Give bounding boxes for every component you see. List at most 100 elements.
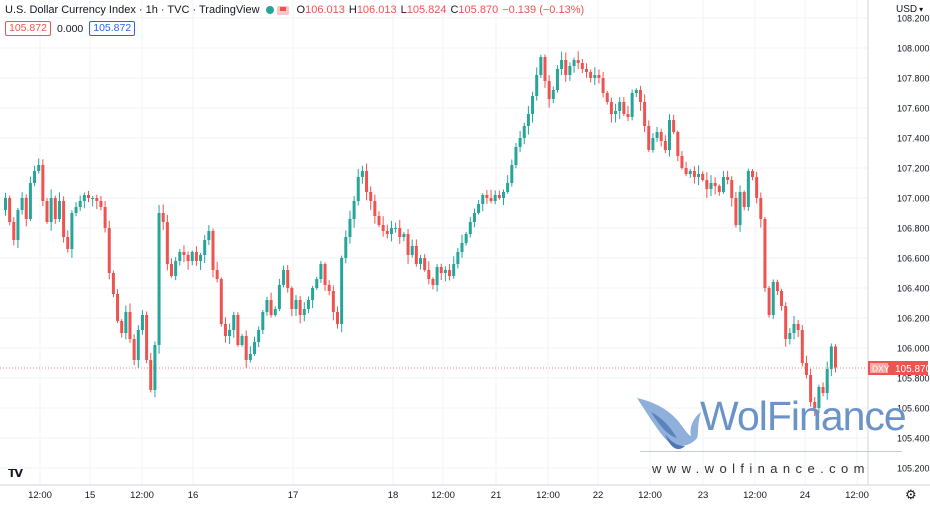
candle-body bbox=[157, 213, 161, 345]
candle-body bbox=[809, 375, 813, 402]
candle-body bbox=[634, 90, 638, 93]
candle-body bbox=[331, 291, 335, 312]
time-tick-label: 16 bbox=[188, 490, 199, 501]
candle-body bbox=[248, 354, 252, 360]
candle-body bbox=[182, 252, 186, 255]
candle-body bbox=[120, 321, 124, 333]
price-tick-label: 107.800 bbox=[897, 74, 930, 84]
candle-body bbox=[273, 309, 277, 315]
candle-body bbox=[609, 102, 613, 114]
price-tick-label: 108.000 bbox=[897, 44, 930, 54]
candle-body bbox=[78, 201, 82, 207]
candle-body bbox=[448, 270, 452, 276]
close-value: 105.870 bbox=[458, 4, 499, 16]
candle-body bbox=[414, 246, 418, 264]
candle-body bbox=[651, 138, 655, 150]
indicator-icon[interactable] bbox=[276, 5, 289, 15]
candle-body bbox=[340, 258, 344, 324]
candle-body bbox=[734, 198, 738, 225]
candle-body bbox=[302, 309, 306, 315]
low-label: L bbox=[400, 4, 407, 16]
price-tag-value: 105.870 bbox=[895, 364, 930, 375]
candle-body bbox=[439, 267, 443, 273]
candle-body bbox=[493, 195, 497, 201]
candle-body bbox=[643, 102, 647, 126]
high-label: H bbox=[348, 4, 357, 16]
spread-value: 0.000 bbox=[56, 22, 84, 35]
candle-body bbox=[775, 282, 779, 291]
price-tick-label: 107.200 bbox=[897, 164, 930, 174]
candle-body bbox=[784, 306, 788, 339]
candle-body bbox=[124, 312, 128, 333]
candle-body bbox=[410, 246, 414, 255]
candle-body bbox=[315, 279, 319, 288]
gear-icon[interactable]: ⚙ bbox=[905, 487, 917, 502]
candle-body bbox=[767, 288, 771, 315]
candle-body bbox=[70, 213, 74, 249]
candle-body bbox=[468, 222, 472, 234]
open-value: 106.013 bbox=[305, 4, 345, 16]
candle-body bbox=[742, 192, 746, 207]
price-tick-label: 105.200 bbox=[897, 464, 930, 474]
candle-body bbox=[20, 198, 24, 210]
candle-body bbox=[817, 387, 821, 408]
candle-body bbox=[178, 252, 182, 261]
candle-body bbox=[560, 60, 564, 69]
candle-body bbox=[663, 141, 667, 150]
candle-body bbox=[626, 114, 630, 117]
candle-body bbox=[813, 402, 817, 408]
candle-body bbox=[373, 201, 377, 216]
price-axis[interactable]: 108.200 108.000 107.800 107.600 107.400 107.2… bbox=[897, 14, 930, 474]
sell-price[interactable]: 105.872 bbox=[5, 21, 51, 36]
candle-body bbox=[12, 222, 16, 240]
candle-body bbox=[572, 60, 576, 66]
candle-body bbox=[356, 177, 360, 201]
candle-body bbox=[232, 315, 236, 330]
candle-body bbox=[286, 270, 290, 288]
candle-body bbox=[352, 201, 356, 219]
candles bbox=[4, 51, 837, 416]
candle-body bbox=[153, 345, 157, 390]
buy-price[interactable]: 105.872 bbox=[89, 21, 136, 36]
currency-unit-dropdown[interactable]: USD bbox=[896, 4, 923, 15]
candle-body bbox=[62, 201, 66, 237]
candle-body bbox=[564, 60, 568, 75]
watermark-url: www.wolfinance.com bbox=[652, 461, 870, 476]
price-tick-label: 105.600 bbox=[897, 404, 930, 414]
candle-body bbox=[211, 231, 215, 270]
tradingview-logo-icon[interactable]: 𝗧𝗩 bbox=[8, 468, 23, 480]
candle-body bbox=[460, 243, 464, 252]
candle-body bbox=[161, 213, 165, 222]
chart-title: U.S. Dollar Currency Index · 1h · TVC · … bbox=[5, 4, 260, 16]
candle-body bbox=[829, 346, 833, 369]
candle-body bbox=[16, 210, 20, 240]
price-tick-label: 106.800 bbox=[897, 224, 930, 234]
candle-body bbox=[688, 171, 692, 174]
candle-body bbox=[37, 165, 41, 171]
candle-body bbox=[45, 201, 49, 222]
candle-body bbox=[174, 261, 178, 276]
candle-body bbox=[28, 183, 32, 219]
candle-body bbox=[510, 165, 514, 183]
candle-body bbox=[568, 66, 572, 75]
candle-body bbox=[277, 285, 281, 309]
candle-body bbox=[381, 225, 385, 231]
candle-body bbox=[518, 138, 522, 147]
candle-body bbox=[223, 324, 227, 336]
candle-body bbox=[423, 258, 427, 270]
price-tick-label: 106.200 bbox=[897, 314, 930, 324]
time-axis[interactable]: 12:00 15 12:00 16 17 18 12:00 21 12:00 22 12:00 23 1… bbox=[28, 490, 869, 501]
candle-body bbox=[298, 300, 302, 315]
candle-body bbox=[199, 255, 203, 261]
candle-body bbox=[580, 63, 584, 69]
candle-body bbox=[647, 126, 651, 150]
candle-body bbox=[57, 201, 61, 219]
candle-body bbox=[306, 300, 310, 309]
open-label: O bbox=[296, 4, 306, 16]
candle-body bbox=[477, 204, 481, 213]
candle-body bbox=[87, 195, 90, 198]
candle-body bbox=[427, 270, 431, 279]
candle-body bbox=[99, 201, 103, 207]
candle-body bbox=[506, 183, 510, 192]
